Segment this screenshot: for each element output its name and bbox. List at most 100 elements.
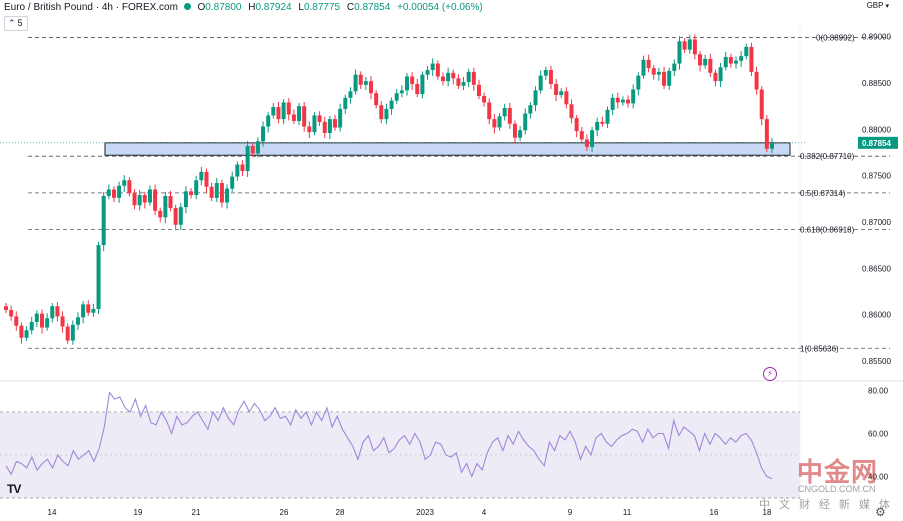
candle-body <box>261 126 266 142</box>
candle-body <box>507 108 512 124</box>
candle-body <box>662 71 667 86</box>
candle-body <box>379 105 384 120</box>
open-value: 0.87800 <box>205 2 242 13</box>
currency-selector[interactable]: GBP ▾ <box>867 1 889 10</box>
candle-body <box>749 46 754 72</box>
candle-body <box>646 59 651 69</box>
candle-body <box>559 91 564 96</box>
candle-body <box>672 63 677 71</box>
candle-body <box>158 210 163 218</box>
candle-body <box>235 164 240 177</box>
candle-body <box>230 176 235 189</box>
candle-body <box>343 97 348 109</box>
candle-body <box>240 164 245 171</box>
x-tick-label: 2023 <box>416 508 434 517</box>
candle-body <box>656 71 661 75</box>
candle-body <box>404 76 409 91</box>
price-tick-label: 0.86000 <box>862 311 891 320</box>
candle-body <box>420 74 425 95</box>
candle-body <box>307 126 312 133</box>
gear-icon[interactable]: ⚙ <box>875 505 886 519</box>
candle-body <box>204 171 209 187</box>
candle-body <box>446 72 451 82</box>
candle-body <box>14 316 19 326</box>
candle-body <box>718 67 723 82</box>
candle-body <box>86 304 91 313</box>
candle-body <box>255 141 260 154</box>
candle-body <box>173 208 178 225</box>
candle-body <box>29 321 34 331</box>
fib-level-label: 0.382(0.87710) <box>800 152 855 161</box>
candle-body <box>96 245 101 310</box>
chevron-up-icon: ⌃ <box>8 18 16 28</box>
candle-body <box>55 306 60 317</box>
candle-body <box>163 196 168 218</box>
event-bolt-icon[interactable]: ⚡ <box>763 367 777 381</box>
candle-body <box>353 74 358 92</box>
candle-body <box>677 41 682 64</box>
currency-label: GBP <box>866 1 884 10</box>
indicator-count: 5 <box>17 18 23 28</box>
candle-body <box>50 306 55 319</box>
candle-body <box>734 60 739 64</box>
chevron-down-icon: ▾ <box>885 3 889 10</box>
candle-body <box>492 119 497 128</box>
open-label: O <box>197 2 206 13</box>
low-label: L <box>298 2 304 13</box>
candle-body <box>70 324 75 341</box>
candle-body <box>615 97 620 103</box>
candle-body <box>569 104 574 119</box>
instrument-title[interactable]: Euro / British Pound · 4h · FOREX.com <box>4 2 178 13</box>
x-tick-label: 4 <box>482 508 487 517</box>
candle-body <box>281 102 286 120</box>
candle-body <box>250 145 255 154</box>
x-tick-label: 18 <box>763 508 772 517</box>
candle-body <box>574 118 579 132</box>
tradingview-logo[interactable]: TV <box>7 482 21 496</box>
candle-body <box>363 81 368 85</box>
candle-body <box>651 68 656 75</box>
candle-body <box>189 191 194 196</box>
candle-body <box>579 131 584 140</box>
candle-body <box>728 57 733 64</box>
fib-level-label: 1(0.85636) <box>800 344 839 353</box>
candle-body <box>106 189 111 196</box>
candle-body <box>34 313 39 322</box>
candle-body <box>297 106 302 121</box>
candle-body <box>271 107 276 116</box>
price-tick-label: 0.88000 <box>862 125 891 134</box>
candle-body <box>754 71 759 90</box>
candle-body <box>410 76 415 84</box>
candle-body <box>91 309 96 313</box>
price-tick-label: 0.87500 <box>862 172 891 181</box>
candle-body <box>291 114 296 121</box>
candle-body <box>512 123 517 138</box>
candle-body <box>430 63 435 71</box>
candle-body <box>45 318 50 328</box>
candle-body <box>528 105 533 114</box>
candle-body <box>415 83 420 95</box>
price-tick-label: 0.88500 <box>862 79 891 88</box>
candle-body <box>425 70 430 75</box>
rsi-tick-label: 40.00 <box>868 472 889 481</box>
candle-body <box>502 108 507 117</box>
indicators-collapse-button[interactable]: ⌃ 5 <box>4 16 28 31</box>
candle-body <box>554 83 559 96</box>
candle-body <box>641 59 646 76</box>
candle-body <box>142 195 147 203</box>
candle-body <box>764 119 769 149</box>
candle-body <box>24 330 29 338</box>
candle-body <box>245 145 250 171</box>
candle-body <box>122 180 127 186</box>
candle-body <box>708 58 713 73</box>
candle-body <box>358 74 363 85</box>
candle-body <box>137 195 142 206</box>
candle-body <box>327 119 332 134</box>
candle-body <box>723 57 728 68</box>
candle-body <box>209 186 214 198</box>
candle-body <box>19 325 24 338</box>
candle-body <box>744 46 749 57</box>
market-open-dot <box>183 3 191 10</box>
low-value: 0.87775 <box>303 2 341 13</box>
